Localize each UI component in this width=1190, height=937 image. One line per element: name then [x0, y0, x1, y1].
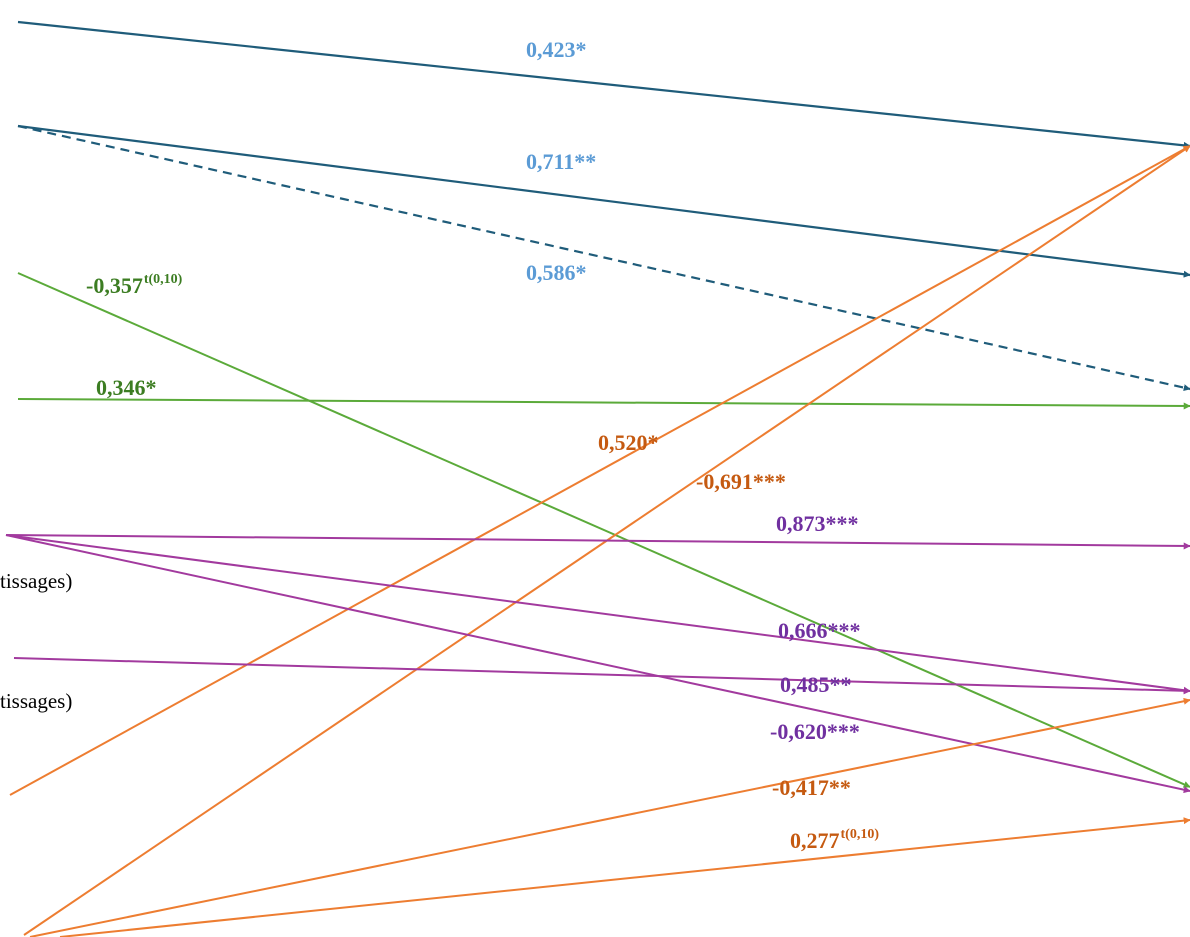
- coefficient-value: 0,711**: [526, 149, 597, 174]
- side-label-tissages-2: tissages): [0, 689, 73, 713]
- coefficient-value: 0,873***: [776, 511, 859, 536]
- coefficient-value: -0,691***: [696, 469, 786, 494]
- path-arrow-purple-1: [5, 534, 1190, 550]
- coefficient-label-orange-1: 0,520*: [598, 432, 659, 454]
- coefficient-value: 0,423*: [526, 37, 587, 62]
- path-arrow-green-1: [17, 272, 1190, 788]
- path-arrow-orange-4: [59, 817, 1190, 937]
- coefficient-value: 0,346*: [96, 375, 157, 400]
- coefficient-label-orange-4: 0,277t(0,10): [790, 827, 880, 853]
- coefficient-label-blue-1: 0,423*: [526, 39, 587, 61]
- coefficient-label-purple-1: 0,873***: [776, 513, 859, 535]
- coefficient-label-purple-3: 0,485**: [780, 674, 852, 696]
- coefficient-value: 0,586*: [526, 260, 587, 285]
- path-arrow-green-2: [17, 398, 1190, 410]
- path-arrow-purple-4: [5, 534, 1190, 794]
- path-arrow-blue-2: [17, 124, 1190, 278]
- coefficient-label-blue-3: 0,586*: [526, 262, 587, 284]
- coefficient-label-orange-2: -0,691***: [696, 471, 786, 493]
- coefficient-label-blue-2: 0,711**: [526, 151, 596, 173]
- path-arrow-orange-1: [9, 145, 1190, 796]
- coefficient-value: 0,277: [790, 828, 840, 853]
- significance-superscript: t(0,10): [143, 272, 183, 287]
- coefficient-value: 0,485**: [780, 672, 852, 697]
- path-arrow-blue-3: [17, 124, 1190, 392]
- path-arrow-purple-3: [13, 657, 1190, 695]
- coefficient-value: 0,520*: [598, 430, 659, 455]
- coefficient-value: -0,620***: [770, 719, 860, 744]
- significance-superscript: t(0,10): [840, 827, 880, 842]
- path-arrow-blue-1: [17, 20, 1190, 149]
- arrows-layer: [5, 20, 1190, 937]
- coefficient-label-orange-3: -0,417**: [772, 777, 851, 799]
- coefficient-value: -0,357: [86, 273, 143, 298]
- coefficient-label-green-2: 0,346*: [96, 377, 157, 399]
- coefficient-label-purple-4: -0,620***: [770, 721, 860, 743]
- side-label-tissages-1: tissages): [0, 569, 73, 593]
- coefficient-value: 0,666***: [778, 618, 861, 643]
- path-arrow-purple-2: [5, 534, 1190, 694]
- coefficient-value: -0,417**: [772, 775, 851, 800]
- path-arrow-orange-3: [29, 697, 1190, 937]
- coefficient-label-green-1: -0,357t(0,10): [86, 272, 183, 298]
- coefficient-label-purple-2: 0,666***: [778, 620, 861, 642]
